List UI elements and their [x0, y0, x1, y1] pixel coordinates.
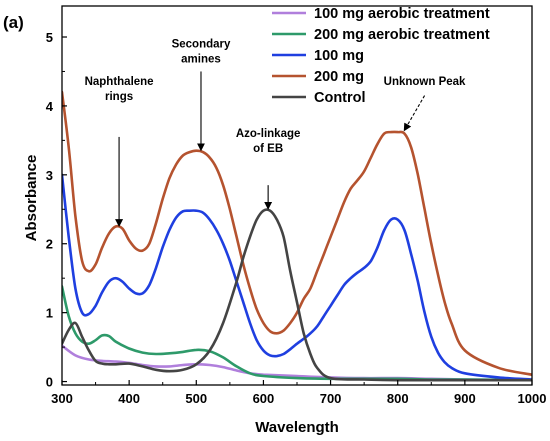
series-line-2	[62, 173, 532, 381]
annotation-label: rings	[105, 91, 133, 103]
y-tick-label: 4	[46, 99, 54, 114]
x-tick-label: 700	[320, 391, 342, 406]
y-tick-label: 1	[46, 306, 53, 321]
annotation-label: amines	[181, 53, 221, 65]
y-tick-label: 5	[46, 30, 53, 45]
y-tick-label: 2	[46, 237, 53, 252]
x-axis-title: Wavelength	[255, 419, 339, 436]
series-line-3	[62, 90, 532, 376]
x-tick-label: 900	[454, 391, 476, 406]
series-line-4	[62, 208, 532, 382]
plot-frame	[61, 5, 533, 386]
plot-area	[62, 90, 532, 382]
legend-label-1: 200 mg aerobic treatment	[314, 27, 490, 43]
x-tick-label: 1000	[518, 391, 547, 406]
legend: 100 mg aerobic treatment 200 mg aerobic t…	[272, 6, 490, 106]
x-tick-label: 800	[387, 391, 409, 406]
annotation-label: Secondary	[172, 38, 231, 50]
annotation-label: Azo-linkage	[236, 128, 301, 140]
y-tick-label: 3	[46, 168, 53, 183]
legend-label-0: 100 mg aerobic treatment	[314, 6, 490, 22]
x-tick-label: 400	[118, 391, 140, 406]
annotation-label: Naphthalene	[85, 76, 154, 88]
annotation-arrow	[403, 95, 426, 132]
legend-label-3: 200 mg	[314, 69, 364, 85]
legend-label-4: Control	[314, 90, 366, 106]
y-tick-label: 0	[46, 375, 53, 390]
axes: 300 400 500 600 700 800 900 1000 0 1 2 3 4 5	[46, 5, 547, 406]
legend-label-2: 100 mg	[314, 48, 364, 64]
annotation-label: Unknown Peak	[384, 76, 466, 88]
annotation-label: of EB	[253, 143, 283, 155]
y-axis-title: Absorbance	[23, 155, 40, 242]
x-tick-label: 300	[51, 391, 73, 406]
panel-label: (a)	[3, 13, 24, 32]
x-tick-label: 600	[253, 391, 275, 406]
annotations: Naphthalene rings Secondary amines Azo-linka…	[85, 38, 466, 228]
x-tick-label: 500	[185, 391, 207, 406]
